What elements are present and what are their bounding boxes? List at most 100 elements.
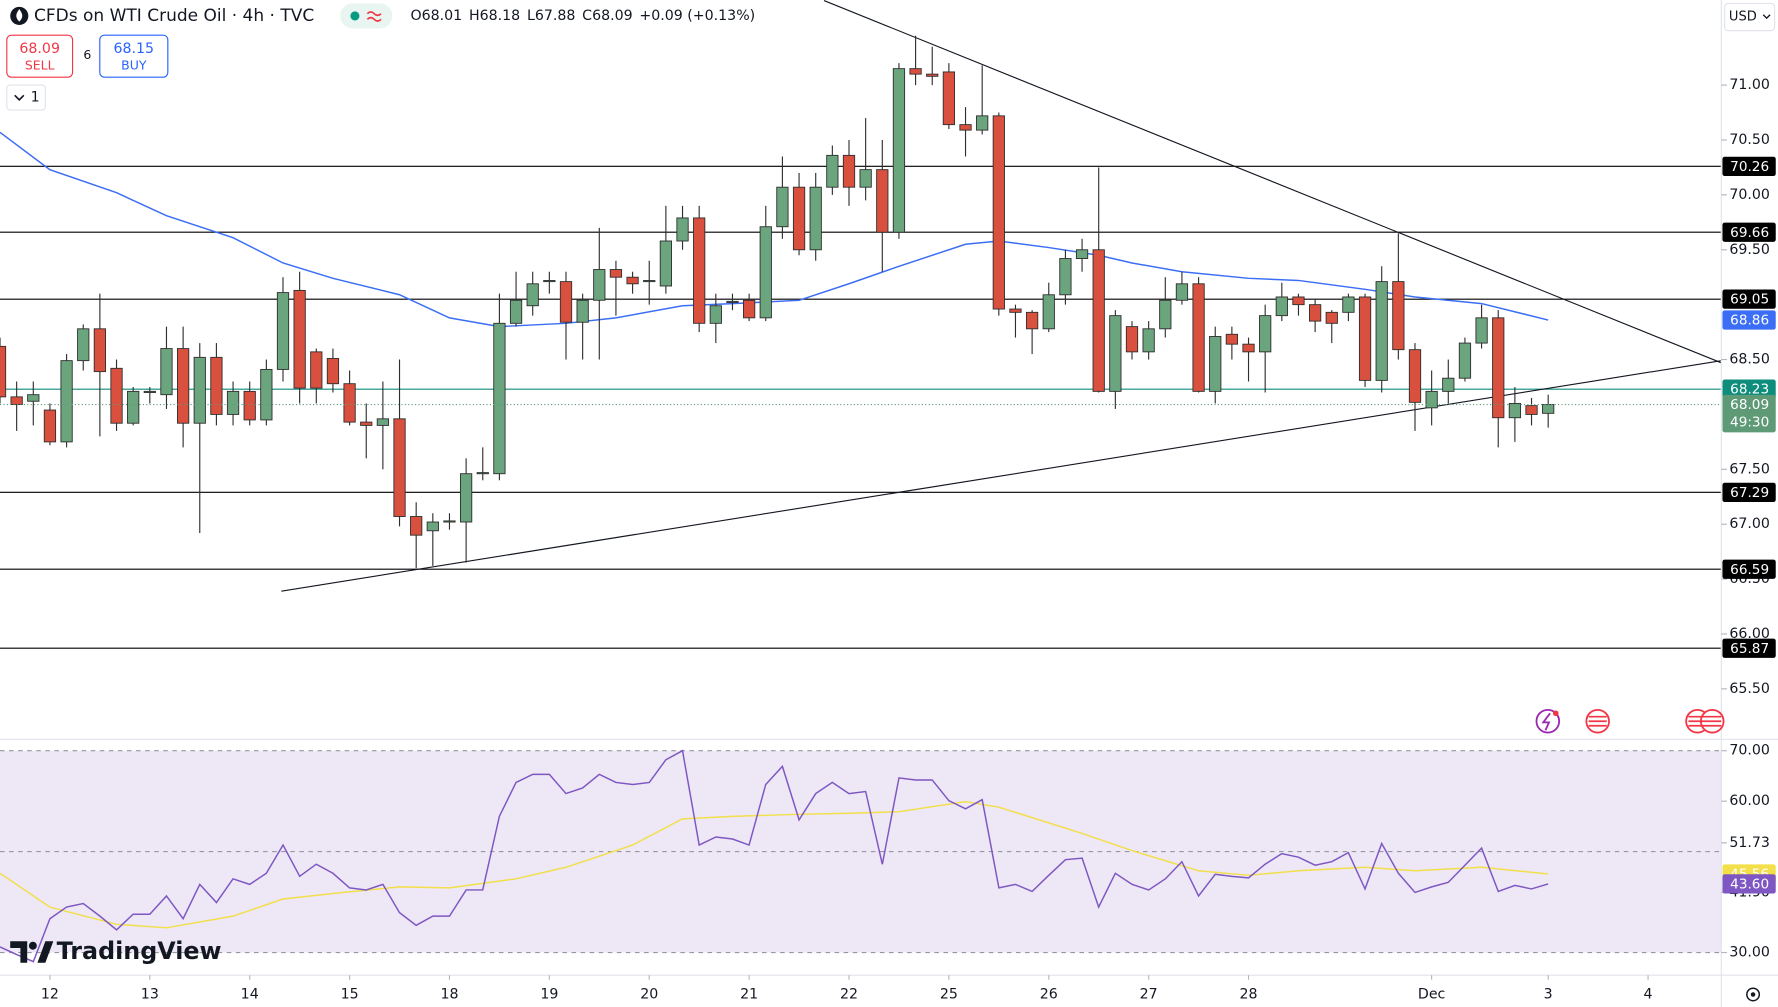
x-tick-label: 19 — [540, 986, 558, 1002]
event-icon[interactable] — [1535, 708, 1561, 734]
y-tick-label: 70.00 — [1729, 743, 1770, 759]
buy-button[interactable] — [99, 34, 169, 78]
candle-body — [1408, 349, 1422, 403]
overlay: CFDs on WTI Crude Oil · 4h · TVC O68.01 H… — [6, 2, 1776, 1002]
buy-price: 68.15 — [114, 41, 155, 57]
settings-icon[interactable] — [1746, 987, 1761, 1002]
candle-body — [992, 115, 1005, 310]
candle-body — [576, 299, 589, 323]
candle-body — [243, 390, 256, 421]
logo-dot — [28, 941, 37, 950]
ohlc-key: L — [527, 8, 535, 24]
candle-body — [859, 169, 872, 188]
candle-body — [476, 472, 489, 475]
interval-menu[interactable] — [6, 84, 46, 111]
x-tick-label: 25 — [940, 986, 958, 1002]
candle-body — [226, 390, 240, 415]
candle-body — [1375, 281, 1388, 381]
candle-body — [1075, 249, 1089, 260]
candle-body — [959, 124, 972, 131]
ohlc-legend: O68.01 H68.18 L67.88 C68.09 +0.09 (+0.13%) — [410, 8, 755, 24]
candle-body — [942, 71, 956, 126]
candle-body — [809, 186, 822, 251]
y-tick-label: 51.73 — [1729, 835, 1770, 851]
level-label-box — [1722, 379, 1776, 399]
logo-mark — [10, 941, 54, 963]
candle-body — [709, 305, 722, 324]
status-pill[interactable] — [340, 3, 393, 29]
x-tick-label: 26 — [1040, 986, 1058, 1002]
y-tick-label: 65.50 — [1729, 681, 1770, 697]
ohlc-change: +0.09 (+0.13%) — [639, 8, 755, 24]
last-price-box — [1722, 394, 1776, 433]
line-series — [0, 800, 1549, 929]
candle-body — [343, 383, 356, 423]
x-tick-label: 4 — [1644, 986, 1653, 1002]
series-last-label: 68.86 — [1730, 313, 1769, 329]
candle-body — [443, 520, 456, 523]
candle-body — [276, 292, 290, 370]
ohlc-key: O — [410, 8, 421, 24]
candle-body — [459, 473, 473, 523]
y-tick-label: 66.00 — [1729, 626, 1770, 642]
market-open-dot — [350, 11, 360, 21]
x-tick-label: 28 — [1240, 986, 1258, 1002]
candle-body — [892, 68, 906, 233]
candle-body — [1142, 328, 1155, 353]
candle-body — [1225, 333, 1239, 345]
candle-body — [1025, 311, 1039, 330]
candle-body — [742, 299, 756, 319]
x-tick-label: 13 — [141, 986, 159, 1002]
x-tick-label: 14 — [241, 986, 259, 1002]
candle-body — [876, 169, 889, 233]
candle-body — [842, 154, 856, 188]
sell-price: 68.09 — [19, 41, 60, 57]
candle-body — [393, 418, 406, 517]
level-label-box — [1722, 156, 1776, 176]
candle-body — [1159, 299, 1172, 330]
candle-body — [659, 240, 673, 287]
candle-body — [1275, 296, 1288, 317]
sell-label: SELL — [25, 57, 55, 72]
level-label-box — [1722, 482, 1776, 503]
y-tick-label: 60.00 — [1729, 793, 1770, 809]
candle-body — [1109, 315, 1122, 392]
series-last-label-box — [1722, 874, 1776, 894]
y-tick-label: 67.00 — [1729, 516, 1770, 532]
level-label-box — [1722, 559, 1776, 579]
candle-body — [1125, 326, 1139, 353]
level-label: 66.59 — [1730, 562, 1769, 578]
candle-body — [1042, 294, 1055, 330]
level-label-box — [1722, 638, 1776, 658]
spread: 6 — [83, 47, 91, 62]
candle-body — [1542, 404, 1555, 414]
price-pane — [0, 0, 1722, 649]
candle-body — [826, 154, 839, 188]
candle-body — [210, 356, 223, 415]
candle-body — [909, 68, 922, 75]
series-last-label-box — [1722, 310, 1776, 330]
currency-menu[interactable] — [1724, 2, 1776, 32]
ohlc-key: C — [582, 8, 592, 24]
symbol-drop — [16, 9, 23, 22]
candle-body — [676, 217, 689, 242]
candle-body — [293, 289, 306, 389]
candle-body — [776, 186, 789, 228]
candle-body — [1259, 315, 1272, 353]
candle-body — [410, 516, 423, 536]
line-series — [0, 131, 1549, 328]
flag-stripes — [1588, 715, 1607, 727]
candle-body — [493, 322, 506, 475]
line-series — [0, 749, 1549, 963]
flag-stripes — [1688, 715, 1722, 727]
candle-body — [693, 217, 706, 324]
candle-body — [593, 269, 606, 301]
candle-body — [1458, 342, 1472, 379]
x-tick-label: 18 — [440, 986, 458, 1002]
candle-body — [10, 396, 23, 406]
candle-body — [726, 300, 739, 303]
candle-body — [976, 115, 989, 131]
x-tick-label: Dec — [1418, 986, 1445, 1002]
sell-button[interactable] — [6, 34, 74, 78]
